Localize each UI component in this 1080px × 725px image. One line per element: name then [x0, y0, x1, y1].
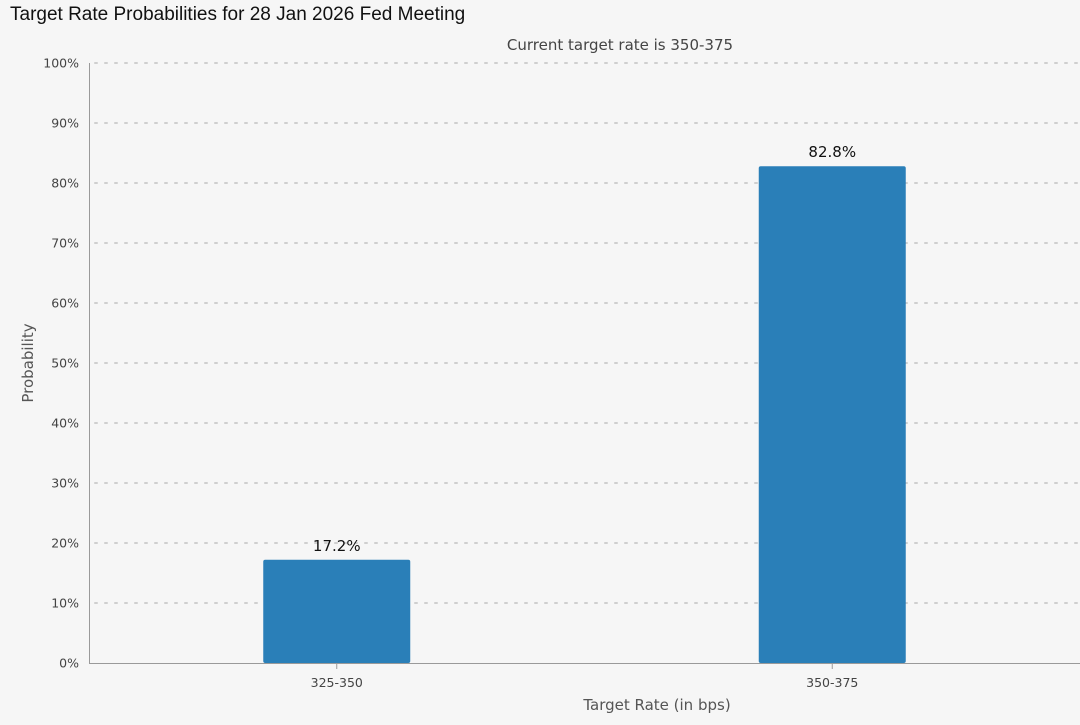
bar: [263, 559, 411, 663]
y-tick-label: 0%: [59, 656, 79, 671]
y-tick-label: 30%: [51, 476, 79, 491]
y-tick-label: 80%: [51, 176, 79, 191]
bar-value-label: 17.2%: [313, 537, 361, 555]
labels: 0% 10% 20% 30% 40% 50% 60% 70% 80% 90% 100% 17.2% 32…: [43, 56, 858, 691]
bar-value-label: 82.8%: [808, 143, 856, 161]
page-title: Target Rate Probabilities for 28 Jan 202…: [10, 4, 466, 25]
chart-subtitle: Current target rate is 350-375: [507, 36, 733, 54]
y-tick-label: 20%: [51, 536, 79, 551]
y-tick-label: 70%: [51, 236, 79, 251]
axes: [89, 63, 1080, 669]
y-tick-label: 90%: [51, 116, 79, 131]
bar: [758, 166, 906, 663]
gridlines: [94, 62, 1080, 604]
y-tick-label: 60%: [51, 296, 79, 311]
bars: [263, 166, 906, 663]
y-tick-label: 10%: [51, 596, 79, 611]
y-tick-label: 50%: [51, 356, 79, 371]
y-axis-title: Probability: [19, 323, 37, 402]
y-tick-label: 100%: [43, 56, 79, 71]
x-tick-label: 325-350: [311, 675, 363, 690]
y-tick-label: 40%: [51, 416, 79, 431]
x-tick-label: 350-375: [806, 675, 858, 690]
x-axis-title: Target Rate (in bps): [582, 696, 730, 714]
